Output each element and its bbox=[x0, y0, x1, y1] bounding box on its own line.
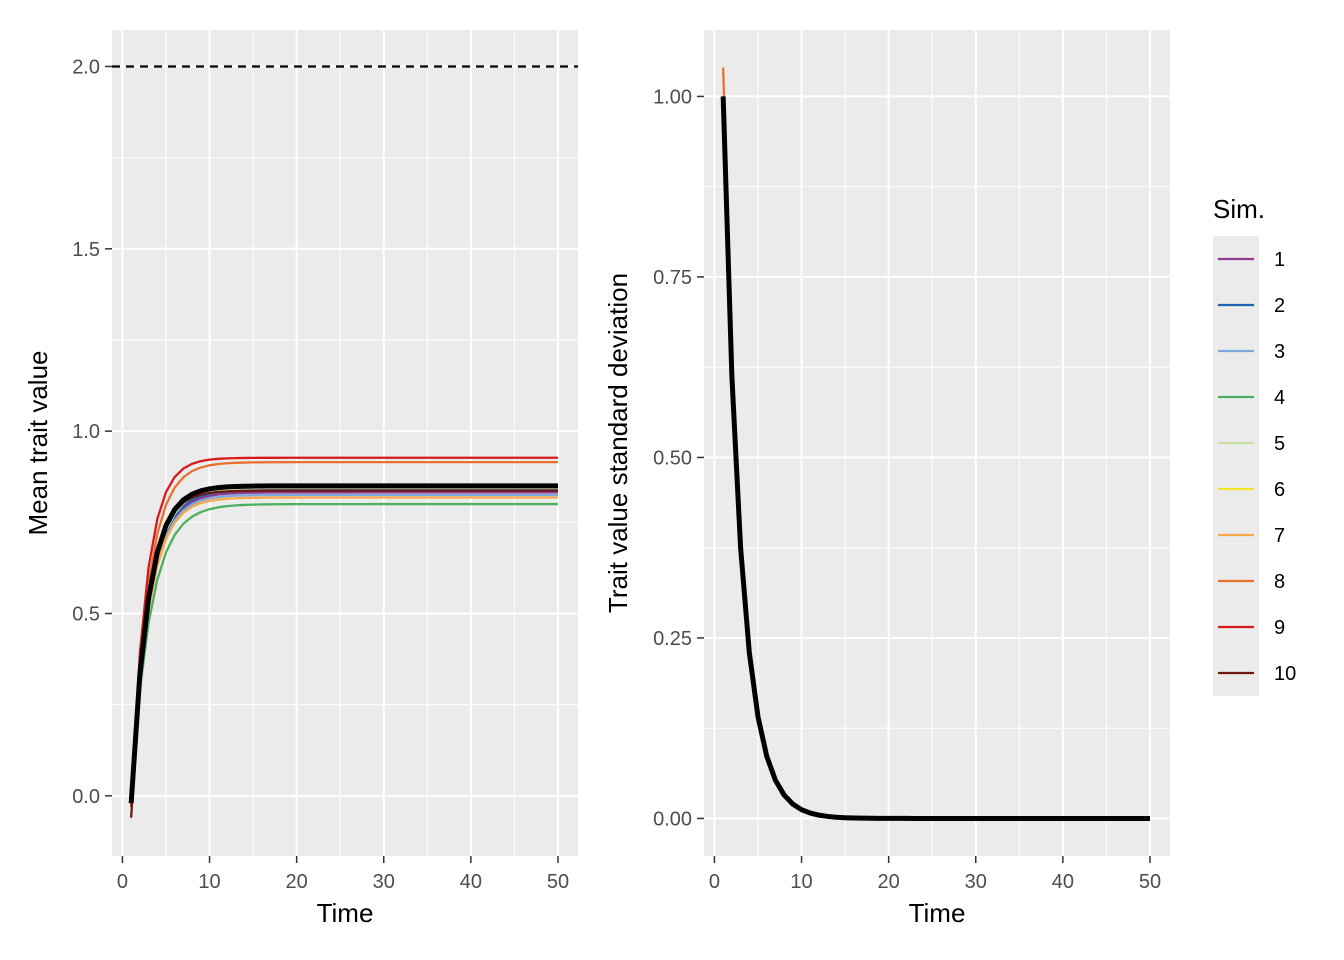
y-tick-label: 0.25 bbox=[653, 628, 692, 650]
series-line-sim-4 bbox=[130, 502, 558, 796]
series-line-sim-1 bbox=[130, 491, 558, 804]
legend-label: 8 bbox=[1274, 571, 1285, 593]
series-line-sim-10 bbox=[130, 489, 558, 818]
x-tick-label: 40 bbox=[460, 871, 482, 893]
x-tick-label: 30 bbox=[965, 871, 987, 893]
legend-key-background bbox=[1213, 236, 1259, 696]
mean-series-line bbox=[720, 96, 1150, 821]
y-tick-label: 0.50 bbox=[653, 447, 692, 469]
plot-background bbox=[112, 30, 578, 856]
y-tick-label: 0.00 bbox=[653, 808, 692, 830]
legend-title: Sim. bbox=[1213, 194, 1265, 224]
y-tick-label: 0.5 bbox=[72, 603, 100, 625]
y-tick-label: 1.00 bbox=[653, 86, 692, 108]
x-axis-title: Time bbox=[909, 898, 966, 928]
legend-label: 10 bbox=[1274, 663, 1296, 685]
x-tick-label: 50 bbox=[547, 871, 569, 893]
plot-background bbox=[704, 30, 1170, 856]
legend-label: 6 bbox=[1274, 479, 1285, 501]
legend-label: 1 bbox=[1274, 249, 1285, 271]
x-tick-label: 50 bbox=[1139, 871, 1161, 893]
y-tick-label: 0.0 bbox=[72, 786, 100, 808]
y-tick-label: 2.0 bbox=[72, 56, 100, 78]
legend: Sim. 1 2 3 4 5 6 7 8 9 10 bbox=[1213, 194, 1296, 696]
legend-label: 4 bbox=[1274, 387, 1285, 409]
series-line-sim-9 bbox=[130, 456, 558, 807]
sd-trait-panel: 0 10 20 30 40 50 0.00 0.25 0.50 0.75 1.00 Time Trait… bbox=[603, 30, 1170, 928]
y-axis-title: Trait value standard deviation bbox=[603, 273, 633, 613]
mean-series-line bbox=[128, 483, 558, 804]
series-line-sim-8 bbox=[130, 461, 558, 804]
x-axis-title: Time bbox=[317, 898, 374, 928]
x-tick-label: 10 bbox=[790, 871, 812, 893]
x-tick-label: 0 bbox=[709, 871, 720, 893]
x-tick-label: 20 bbox=[878, 871, 900, 893]
y-tick-label: 1.5 bbox=[72, 239, 100, 261]
series-line-sim-3 bbox=[130, 493, 558, 804]
x-tick-label: 20 bbox=[286, 871, 308, 893]
y-tick-label: 0.75 bbox=[653, 267, 692, 289]
x-tick-label: 30 bbox=[373, 871, 395, 893]
y-tick-label: 1.0 bbox=[72, 421, 100, 443]
x-tick-label: 10 bbox=[198, 871, 220, 893]
legend-label: 2 bbox=[1274, 295, 1285, 317]
mean-trait-panel: 0 10 20 30 40 50 0.0 0.5 1.0 1.5 2.0 Time Mean trait… bbox=[23, 30, 578, 928]
series-line-sim-7 bbox=[130, 496, 558, 804]
legend-label: 7 bbox=[1274, 525, 1285, 547]
legend-label: 9 bbox=[1274, 617, 1285, 639]
legend-label: 5 bbox=[1274, 433, 1285, 455]
legend-label: 3 bbox=[1274, 341, 1285, 363]
y-axis-title: Mean trait value bbox=[23, 351, 53, 536]
x-tick-label: 40 bbox=[1052, 871, 1074, 893]
x-tick-label: 0 bbox=[117, 871, 128, 893]
